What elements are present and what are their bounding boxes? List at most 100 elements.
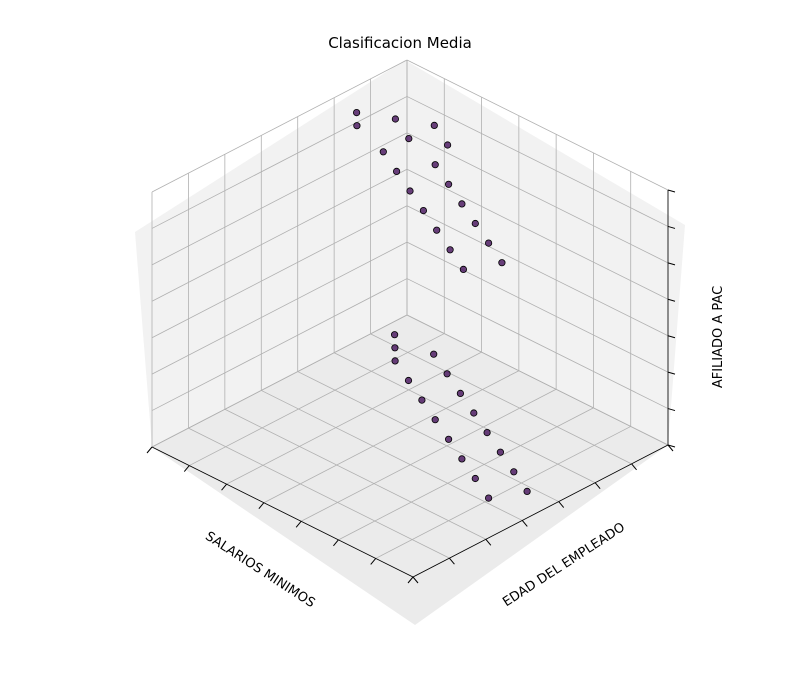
- data-point: [456, 389, 464, 397]
- left-pane-grid-horizontal: [151, 59, 408, 193]
- x-axis-tick: [521, 520, 528, 527]
- data-point: [406, 187, 414, 195]
- data-point: [483, 428, 491, 437]
- left-back-pane: [135, 60, 407, 447]
- data-point: [471, 219, 479, 228]
- right-pane-grid-horizontal: [406, 278, 669, 409]
- floor-pane: [152, 315, 668, 625]
- data-point: [404, 376, 413, 385]
- data-point: [510, 468, 518, 476]
- y-axis-tick: [258, 502, 265, 510]
- z-axis-tick: [667, 371, 676, 375]
- right-pane-grid-horizontal: [406, 205, 669, 337]
- data-point: [458, 455, 466, 463]
- z-axis-tick: [667, 225, 676, 229]
- data-point: [443, 141, 452, 149]
- x-axis-tick: [412, 576, 419, 584]
- x-axis-tick: [631, 463, 637, 471]
- axis-ticks: [146, 189, 676, 584]
- floor-grid-line-y: [300, 388, 557, 522]
- data-point: [444, 180, 453, 188]
- y-axis-tick: [146, 446, 153, 454]
- right-pane-grid-horizontal: [406, 314, 669, 446]
- data-point: [446, 246, 454, 254]
- y-axis-spine: [151, 446, 414, 578]
- floor-grid-line-y: [338, 407, 594, 541]
- floor-grid-line-x: [188, 427, 450, 559]
- data-point: [419, 207, 427, 215]
- floor-grid-line-y: [189, 333, 445, 466]
- data-point: [470, 409, 478, 417]
- x-axis-tick: [594, 482, 601, 490]
- data-point: [391, 344, 399, 352]
- data-point: [352, 109, 361, 117]
- data-point: [471, 474, 479, 483]
- z-axis-tick: [667, 262, 676, 266]
- y-axis-tick: [370, 558, 377, 565]
- right-pane-grid-horizontal: [406, 241, 669, 373]
- y-axis-tick: [221, 483, 227, 491]
- floor-grid-line-x: [333, 352, 596, 484]
- left-pane-grid-horizontal: [151, 205, 408, 339]
- left-pane-grid-horizontal: [151, 132, 408, 266]
- z-axis-label: AFILIADO A PAC: [711, 286, 726, 388]
- left-pane-grid-horizontal: [151, 168, 408, 302]
- data-point: [523, 487, 531, 495]
- data-point: [484, 494, 493, 502]
- z-axis-tick: [667, 189, 676, 193]
- data-point: [433, 226, 441, 234]
- right-pane-grid-horizontal: [406, 132, 669, 264]
- y-axis-tick: [333, 539, 339, 547]
- scatter-points: [352, 109, 531, 502]
- x-axis-spine: [412, 444, 669, 578]
- right-pane-grid-horizontal: [406, 168, 669, 300]
- right-pane-grid-horizontal: [406, 96, 669, 227]
- data-point: [430, 350, 438, 358]
- x-axis-tick: [667, 444, 674, 452]
- floor-grid-line-x: [297, 371, 559, 502]
- z-axis-tick: [667, 408, 676, 412]
- left-pane-grid-horizontal: [151, 241, 408, 375]
- right-pane-grid-horizontal: [406, 59, 669, 191]
- data-point: [431, 416, 439, 424]
- data-point: [444, 435, 453, 443]
- y-axis-tick: [183, 465, 190, 472]
- x-axis-tick: [558, 501, 565, 508]
- x-axis-tick: [485, 538, 492, 546]
- x-axis-tick: [449, 557, 455, 565]
- floor-grid-line-y: [375, 426, 631, 559]
- data-point: [391, 357, 399, 365]
- floor-grid-line-y: [226, 351, 482, 485]
- grid-lines: [151, 59, 669, 578]
- axis-spines: [151, 190, 669, 578]
- z-axis-tick: [667, 444, 676, 448]
- data-point: [431, 161, 439, 169]
- floor-grid-line-x: [370, 333, 632, 465]
- data-point: [392, 167, 401, 175]
- z-axis-tick: [667, 335, 676, 339]
- left-pane-grid-horizontal: [151, 96, 408, 229]
- data-point: [459, 265, 467, 273]
- chart-title: Clasificacion Media: [328, 34, 472, 52]
- data-point: [458, 200, 466, 208]
- data-point: [484, 239, 493, 247]
- y-axis-tick: [295, 520, 302, 528]
- floor-grid-line-x: [224, 408, 487, 540]
- data-point: [405, 135, 413, 143]
- data-point: [496, 448, 504, 456]
- data-point: [443, 370, 451, 378]
- y-axis-tick: [407, 576, 414, 584]
- data-point: [390, 331, 399, 339]
- floor-grid-line-x: [261, 390, 523, 521]
- z-axis-tick: [667, 298, 676, 302]
- data-point: [430, 121, 438, 130]
- data-point: [353, 122, 361, 130]
- data-point: [391, 115, 399, 123]
- left-pane-grid-horizontal: [151, 314, 408, 448]
- data-point: [418, 396, 426, 404]
- data-point: [498, 259, 506, 267]
- left-pane-grid-horizontal: [151, 278, 408, 411]
- data-point: [379, 148, 387, 156]
- floor-grid-line-y: [263, 370, 520, 504]
